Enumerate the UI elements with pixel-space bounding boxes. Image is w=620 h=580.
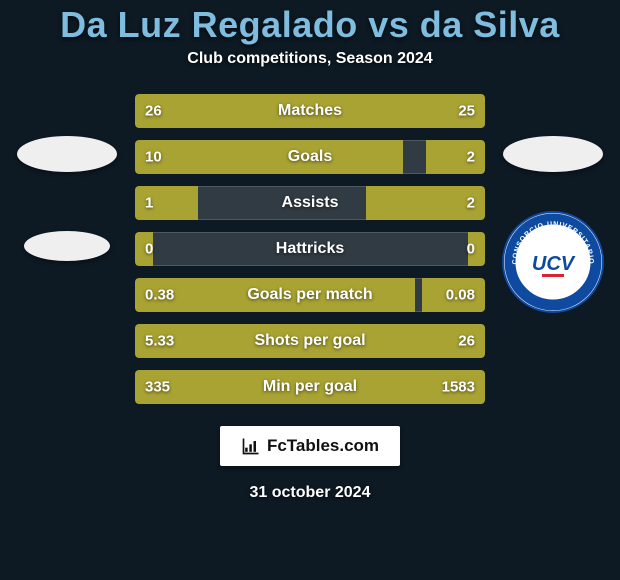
footer-brand: FcTables.com bbox=[220, 426, 400, 466]
right-team-logo-top-placeholder bbox=[503, 136, 603, 172]
stat-row: 10 2 Goals bbox=[135, 140, 485, 174]
ucv-logo-main-text: UCV bbox=[532, 253, 576, 275]
page-title: Da Luz Regalado vs da Silva bbox=[60, 4, 560, 46]
stat-value-right: 0 bbox=[467, 241, 475, 258]
stat-value-left: 0.38 bbox=[145, 287, 174, 304]
stat-row: 335 1583 Min per goal bbox=[135, 370, 485, 404]
stat-value-right: 26 bbox=[458, 333, 475, 350]
right-team-logo-top bbox=[501, 102, 605, 206]
stat-value-left: 26 bbox=[145, 103, 162, 120]
stat-value-left: 10 bbox=[145, 149, 162, 166]
stat-row: 0 0 Hattricks bbox=[135, 232, 485, 266]
left-team-logo bbox=[15, 102, 119, 206]
stat-label: Matches bbox=[278, 102, 342, 120]
stat-label: Shots per goal bbox=[254, 332, 365, 350]
stat-value-right: 2 bbox=[467, 195, 475, 212]
stat-value-right: 1583 bbox=[442, 379, 475, 396]
stat-label: Goals per match bbox=[247, 286, 372, 304]
stat-bar-right bbox=[426, 140, 486, 174]
comparison-container: 2625Matches102Goals12Assists00Hattricks0… bbox=[0, 94, 620, 404]
stat-row: 1 2 Assists bbox=[135, 186, 485, 220]
ucv-logo-icon: CONSORCIO UNIVERSITARIO TRUJILLO UCV bbox=[501, 210, 605, 314]
left-team-column bbox=[7, 94, 127, 298]
stats-column: 2625Matches102Goals12Assists00Hattricks0… bbox=[135, 94, 485, 404]
page-subtitle: Club competitions, Season 2024 bbox=[187, 50, 432, 68]
stat-bar-left bbox=[135, 140, 403, 174]
footer-brand-text: FcTables.com bbox=[267, 436, 379, 456]
left-team-logo-secondary bbox=[15, 194, 119, 298]
stat-value-left: 1 bbox=[145, 195, 153, 212]
stat-value-right: 25 bbox=[458, 103, 475, 120]
stat-label: Hattricks bbox=[276, 240, 344, 258]
right-team-logo: CONSORCIO UNIVERSITARIO TRUJILLO UCV bbox=[501, 210, 605, 314]
footer-date: 31 october 2024 bbox=[250, 484, 371, 502]
stat-value-left: 335 bbox=[145, 379, 170, 396]
left-team-logo-secondary-placeholder bbox=[24, 231, 110, 261]
right-team-column: CONSORCIO UNIVERSITARIO TRUJILLO UCV bbox=[493, 94, 613, 314]
chart-icon bbox=[241, 436, 261, 456]
stat-row: 0.38 0.08 Goals per match bbox=[135, 278, 485, 312]
stat-value-left: 5.33 bbox=[145, 333, 174, 350]
stat-row: 26 25 Matches bbox=[135, 94, 485, 128]
stat-value-right: 2 bbox=[467, 149, 475, 166]
left-team-logo-placeholder bbox=[17, 136, 117, 172]
stat-row: 5.33 26 Shots per goal bbox=[135, 324, 485, 358]
stat-label: Goals bbox=[288, 148, 332, 166]
stat-value-right: 0.08 bbox=[446, 287, 475, 304]
stat-label: Min per goal bbox=[263, 378, 357, 396]
comparison-page: Da Luz Regalado vs da Silva Club competi… bbox=[0, 0, 620, 580]
stat-value-left: 0 bbox=[145, 241, 153, 258]
stat-label: Assists bbox=[282, 194, 339, 212]
